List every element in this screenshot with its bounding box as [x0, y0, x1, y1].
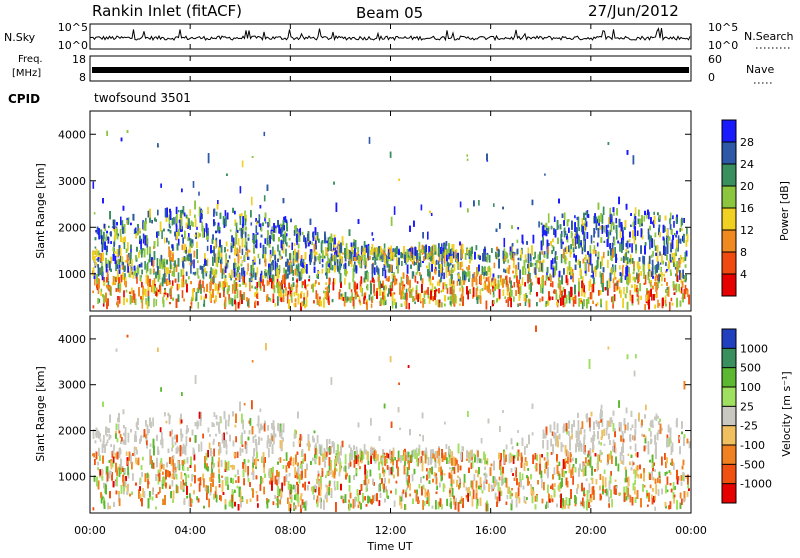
freq-tick-bottom: 8 — [79, 71, 86, 84]
colorbar-swatch — [722, 120, 736, 143]
time-tick-label: 00:00 — [74, 524, 106, 537]
colorbar-tick-label: 24 — [740, 158, 754, 171]
y-tick-label: 4000 — [58, 128, 86, 141]
colorbar-swatch — [722, 186, 736, 209]
velocity-colorbar-label: Velocity [m s⁻¹] — [780, 371, 793, 456]
colorbar-tick-label: 100 — [740, 381, 761, 394]
colorbar-swatch — [722, 329, 736, 349]
power-ylabel: Slant Range [km] — [34, 163, 47, 259]
colorbar-swatch — [722, 387, 736, 407]
y-tick-label: 3000 — [58, 379, 86, 392]
colorbar-tick-label: -500 — [740, 458, 765, 471]
colorbar-swatch — [722, 348, 736, 368]
y-tick-label: 3000 — [58, 175, 86, 188]
station-title: Rankin Inlet (fitACF) — [92, 2, 242, 20]
beam-title: Beam 05 — [356, 4, 423, 22]
nsky-label: N.Sky — [4, 31, 36, 44]
power-scatter — [92, 130, 690, 311]
y-tick-label: 1000 — [58, 268, 86, 281]
nsky-tick-top: 10^5 — [58, 21, 88, 34]
colorbar-tick-label: 4 — [740, 268, 747, 281]
colorbar-tick-label: -25 — [740, 420, 758, 433]
colorbar-swatch — [722, 230, 736, 253]
nsky-tick-bottom: 10^0 — [58, 39, 88, 52]
time-tick-label: 16:00 — [475, 524, 507, 537]
colorbar-tick-label: 12 — [740, 224, 754, 237]
colorbar-swatch — [722, 406, 736, 426]
colorbar-swatch — [722, 208, 736, 231]
time-tick-label: 00:00 — [675, 524, 707, 537]
colorbar-tick-label: 25 — [740, 400, 754, 413]
time-tick-label: 08:00 — [274, 524, 306, 537]
nsearch-tick-top: 10^5 — [708, 21, 738, 34]
colorbar-tick-label: 1000 — [740, 342, 768, 355]
power-panel: 1000 2000 3000 4000 Slant Range [km] 4 8 12 16… — [34, 111, 791, 311]
colorbar-tick-label: -1000 — [740, 478, 772, 491]
time-axis-label: Time UT — [366, 540, 412, 553]
colorbar-tick-label: 8 — [740, 246, 747, 259]
colorbar-swatch — [722, 464, 736, 484]
colorbar-tick-label: -100 — [740, 439, 765, 452]
nsearch-label: N.Search — [744, 30, 794, 43]
nsky-panel: N.Sky 10^5 10^0 10^5 10^0 N.Search — [4, 21, 794, 52]
y-tick-label: 2000 — [58, 425, 86, 438]
date-title: 27/Jun/2012 — [588, 2, 679, 20]
velocity-ylabel: Slant Range [km] — [34, 366, 47, 462]
velocity-scatter — [92, 326, 691, 514]
nave-label: Nave — [746, 63, 774, 76]
colorbar-swatch — [722, 252, 736, 275]
colorbar-swatch — [722, 142, 736, 165]
y-tick-label: 4000 — [58, 333, 86, 346]
colorbar-tick-label: 28 — [740, 136, 754, 149]
colorbar-swatch — [722, 426, 736, 446]
time-tick-label: 20:00 — [575, 524, 607, 537]
freq-tick-top: 18 — [72, 53, 86, 66]
y-tick-label: 1000 — [58, 470, 86, 483]
cpid-value: twofsound 3501 — [94, 91, 191, 105]
colorbar-swatch — [722, 274, 736, 297]
freq-label: Freq. — [18, 54, 43, 65]
time-tick-label: 12:00 — [375, 524, 407, 537]
colorbar-tick-label: 20 — [740, 180, 754, 193]
colorbar-swatch — [722, 484, 736, 504]
y-tick-label: 2000 — [58, 221, 86, 234]
nsearch-tick-bottom: 10^0 — [708, 39, 738, 52]
velocity-panel: 1000 2000 3000 4000 Slant Range [km] 1000 50… — [34, 316, 793, 514]
freq-panel: Freq. [MHz] 18 8 60 0 Nave — [12, 53, 774, 84]
colorbar-tick-label: 16 — [740, 202, 754, 215]
colorbar-tick-label: 500 — [740, 362, 761, 375]
nave-tick-bottom: 0 — [708, 71, 715, 84]
nsky-trace — [90, 28, 690, 40]
colorbar-swatch — [722, 368, 736, 388]
colorbar-swatch — [722, 445, 736, 465]
freq-trace — [92, 67, 689, 73]
freq-unit-label: [MHz] — [12, 68, 41, 79]
time-tick-label: 04:00 — [174, 524, 206, 537]
colorbar-swatch — [722, 164, 736, 187]
cpid-label: CPID — [8, 92, 40, 106]
power-colorbar-label: Power [dB] — [778, 181, 791, 241]
nave-tick-top: 60 — [708, 53, 722, 66]
